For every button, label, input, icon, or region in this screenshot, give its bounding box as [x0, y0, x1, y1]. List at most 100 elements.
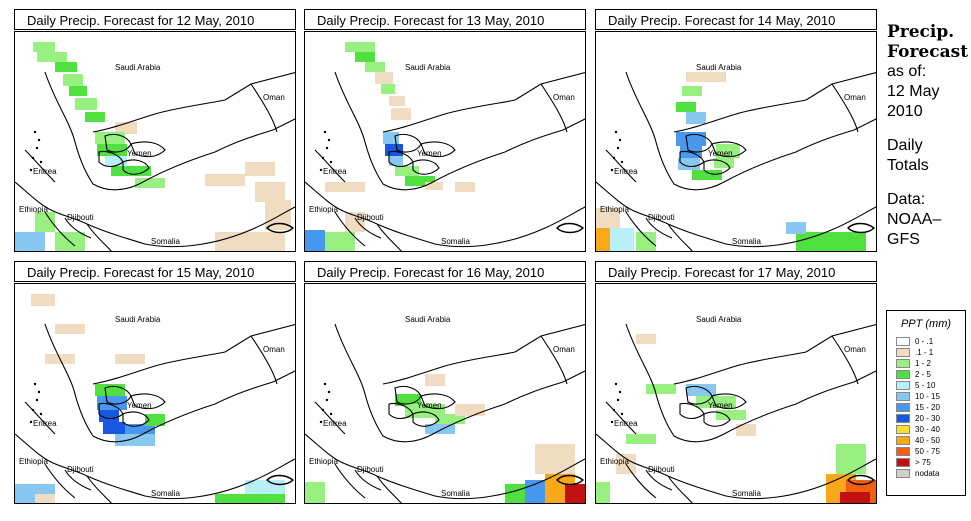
- socotra-island: [556, 474, 585, 486]
- boundary-line: [130, 141, 166, 158]
- precip-cell: [325, 232, 355, 251]
- precip-cell: [425, 182, 443, 190]
- island-dot: [616, 146, 620, 150]
- precip-cell: [455, 404, 485, 416]
- map-label-somalia: Somalia: [151, 489, 180, 498]
- boundary-line: [354, 469, 382, 491]
- legend-row: > 75: [896, 457, 965, 468]
- precip-cell: [95, 132, 125, 144]
- legend-label: 15 - 20: [915, 403, 940, 412]
- map-label-djibouti: Djibouti: [67, 465, 94, 474]
- socotra-island: [847, 474, 876, 486]
- map-label-saudi-arabia: Saudi Arabia: [115, 315, 161, 324]
- precip-cell: [716, 144, 740, 158]
- island-dot: [39, 160, 43, 164]
- island-dot: [321, 408, 325, 412]
- legend-swatch: [896, 403, 910, 412]
- precip-cell: [389, 156, 403, 166]
- data-source-line3: GFS: [887, 231, 920, 248]
- panel-title: Daily Precip. Forecast for 16 May, 2010: [304, 261, 586, 282]
- island-dot: [610, 420, 614, 424]
- precip-cell: [696, 396, 736, 408]
- boundary-line: [334, 71, 585, 191]
- island-dot: [614, 382, 618, 386]
- boundary-line: [376, 223, 402, 251]
- precip-cell: [135, 178, 165, 188]
- precip-cell: [345, 42, 375, 52]
- boundary-line: [250, 83, 278, 133]
- boundary-line: [64, 469, 92, 491]
- precip-cell: [676, 102, 696, 112]
- precip-cell: [31, 294, 55, 306]
- precip-cell: [105, 156, 127, 166]
- map-label-ethiopia: Ethiopia: [600, 205, 629, 214]
- boundary-line: [44, 71, 295, 191]
- precip-map: Saudi Arabia Oman Yemen Eritrea Ethiopia Djib…: [595, 31, 877, 252]
- boundary-line: [15, 433, 295, 500]
- asof-label: as of:: [887, 63, 927, 80]
- island-dot: [33, 382, 37, 386]
- precip-cell: [97, 144, 127, 156]
- map-canvas: Saudi Arabia Oman Yemen Eritrea Ethiopia Djib…: [15, 294, 295, 503]
- precip-cell: [836, 444, 866, 474]
- map-label-eritrea: Eritrea: [323, 167, 347, 176]
- legend-swatch: [896, 414, 910, 423]
- boundary-line: [44, 323, 295, 443]
- map-label-oman: Oman: [263, 93, 285, 102]
- forecast-panel-6: Daily Precip. Forecast for 17 May, 2010 …: [595, 261, 877, 504]
- island-dot: [323, 382, 327, 386]
- boundary-line: [540, 83, 568, 133]
- boundary-line: [224, 71, 295, 101]
- boundary-line: [412, 159, 440, 175]
- precip-cell: [736, 424, 756, 436]
- boundary-line: [382, 351, 516, 385]
- boundary-line: [625, 211, 657, 247]
- map-label-eritrea: Eritrea: [33, 419, 57, 428]
- precip-cell: [435, 414, 465, 424]
- precip-cell: [395, 394, 421, 406]
- precip-cell: [305, 230, 325, 251]
- legend-swatch: [896, 436, 910, 445]
- precip-cell: [455, 182, 475, 192]
- precip-cell: [395, 166, 419, 176]
- precip-cell: [63, 74, 83, 86]
- boundary-line: [703, 411, 731, 427]
- legend-row: 40 - 50: [896, 435, 965, 446]
- precip-cell: [325, 182, 365, 192]
- boundary-line: [122, 411, 150, 427]
- daily-label-line1: Daily: [887, 137, 923, 154]
- precip-cell: [636, 334, 656, 344]
- precip-map: Saudi Arabia Oman Yemen Eritrea Ethiopia Djib…: [595, 283, 877, 504]
- precip-cell: [405, 176, 435, 186]
- boundary-line: [314, 401, 346, 435]
- legend-row: 2 - 5: [896, 369, 965, 380]
- panel-title: Daily Precip. Forecast for 17 May, 2010: [595, 261, 877, 282]
- forecast-panel-1: Daily Precip. Forecast for 12 May, 2010 …: [14, 9, 296, 252]
- island-dot: [31, 408, 35, 412]
- legend-label: 2 - 5: [915, 370, 932, 379]
- island-dot: [29, 420, 33, 424]
- precip-cell: [682, 86, 702, 96]
- island-dot: [31, 156, 35, 160]
- legend-row: 50 - 75: [896, 446, 965, 457]
- precip-cell: [103, 422, 125, 434]
- map-label-somalia: Somalia: [732, 489, 761, 498]
- precip-cell: [425, 374, 445, 386]
- boundary-line: [673, 351, 807, 385]
- map-label-djibouti: Djibouti: [648, 465, 675, 474]
- map-canvas: Saudi Arabia Oman Yemen Eritrea Ethiopia Djib…: [305, 42, 585, 251]
- map-label-oman: Oman: [844, 345, 866, 354]
- precip-cell: [145, 414, 165, 426]
- island-dot: [37, 390, 41, 394]
- precip-cell: [425, 424, 455, 434]
- boundary-line: [354, 217, 382, 239]
- map-canvas: Saudi Arabia Oman Yemen Eritrea Ethiopia Djib…: [596, 63, 876, 251]
- panel-title: Daily Precip. Forecast for 12 May, 2010: [14, 9, 296, 30]
- island-dot: [321, 156, 325, 160]
- island-dot: [35, 146, 39, 150]
- precip-cell: [686, 384, 716, 396]
- island-dot: [616, 398, 620, 402]
- map-canvas: Saudi Arabia Oman Yemen Eritrea Ethiopia Djib…: [15, 42, 295, 251]
- map-label-somalia: Somalia: [441, 237, 470, 246]
- map-label-somalia: Somalia: [441, 489, 470, 498]
